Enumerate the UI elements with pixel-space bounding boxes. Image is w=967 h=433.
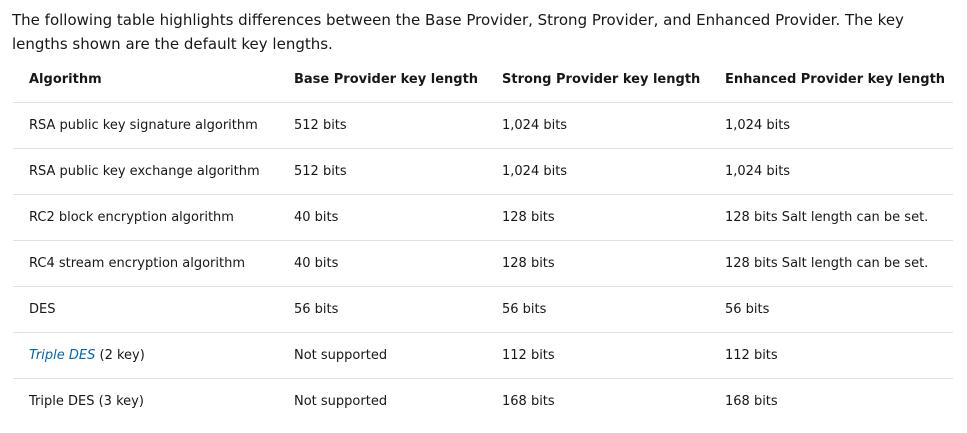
cell-base: 56 bits — [278, 286, 486, 333]
table-row: RC4 stream encryption algorithm 40 bits … — [13, 240, 953, 287]
cell-base: 40 bits — [278, 194, 486, 241]
cell-algorithm: RC2 block encryption algorithm — [13, 194, 278, 241]
cell-strong: 1,024 bits — [486, 148, 709, 195]
cell-base: Not supported — [294, 394, 388, 409]
cell-enhanced: 56 bits — [709, 286, 953, 333]
cell-strong: 1,024 bits — [486, 102, 709, 149]
cell-strong: 128 bits — [486, 194, 709, 241]
triple-des-link[interactable]: Triple DES — [29, 348, 96, 363]
cell-algorithm: Triple DES (3 key) — [29, 394, 144, 409]
cell-strong: 128 bits — [486, 240, 709, 287]
header-base-provider: Base Provider key length — [278, 56, 486, 103]
cell-base: 512 bits — [278, 148, 486, 195]
table-row: Triple DES (3 key) Not supported 168 bit… — [13, 379, 953, 425]
header-enhanced-provider: Enhanced Provider key length — [709, 56, 953, 103]
cell-enhanced: 128 bits Salt length can be set. — [709, 194, 953, 241]
cell-strong: 56 bits — [486, 286, 709, 333]
header-algorithm: Algorithm — [13, 56, 278, 103]
table-row: Triple DES (2 key) Not supported 112 bit… — [13, 332, 953, 379]
key-length-table: Algorithm Base Provider key length Stron… — [13, 56, 953, 424]
table-row: RSA public key exchange algorithm 512 bi… — [13, 148, 953, 195]
cell-algorithm: Triple DES (2 key) — [13, 332, 278, 379]
cell-enhanced: 1,024 bits — [709, 148, 953, 195]
table-row: RC2 block encryption algorithm 40 bits 1… — [13, 194, 953, 241]
header-strong-provider: Strong Provider key length — [486, 56, 709, 103]
cell-algorithm: DES — [13, 286, 278, 333]
cell-algorithm-suffix: (2 key) — [95, 348, 145, 363]
cell-base: 40 bits — [278, 240, 486, 287]
cell-algorithm: RSA public key signature algorithm — [13, 102, 278, 149]
cell-algorithm: RSA public key exchange algorithm — [13, 148, 278, 195]
cell-strong: 168 bits — [502, 394, 555, 409]
intro-paragraph: The following table highlights differenc… — [12, 11, 904, 53]
cell-enhanced: 112 bits — [709, 332, 953, 379]
cell-enhanced: 128 bits Salt length can be set. — [709, 240, 953, 287]
cell-base: 512 bits — [278, 102, 486, 149]
table-header-row: Algorithm Base Provider key length Stron… — [13, 56, 953, 103]
cell-enhanced: 1,024 bits — [709, 102, 953, 149]
table-row: DES 56 bits 56 bits 56 bits — [13, 286, 953, 333]
table-row: RSA public key signature algorithm 512 b… — [13, 102, 953, 149]
cell-strong: 112 bits — [486, 332, 709, 379]
cell-enhanced: 168 bits — [725, 394, 778, 409]
cell-algorithm: RC4 stream encryption algorithm — [13, 240, 278, 287]
cell-base: Not supported — [278, 332, 486, 379]
